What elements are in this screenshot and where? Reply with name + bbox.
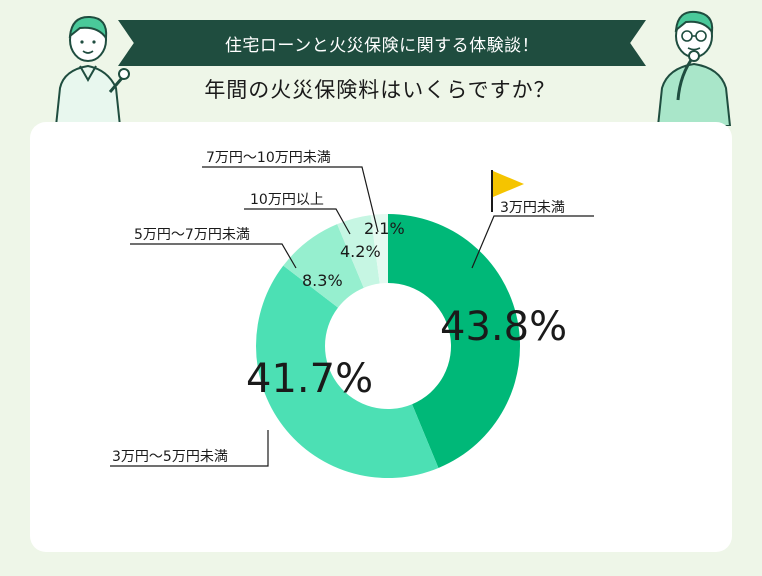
category-label-over-100k: 10万円以上 (250, 192, 324, 208)
pct-label-over-100k: 4.2% (340, 242, 381, 261)
slice-30k-50k (255, 265, 439, 479)
pct-label-70k-100k: 2.1% (364, 219, 405, 238)
slice-50k-70k (283, 224, 364, 308)
man-thinking-illustration (656, 10, 732, 126)
flag-icon (491, 170, 524, 212)
header-banner: 住宅ローンと火災保険に関する体験談！ (118, 20, 646, 66)
woman-pointing-illustration (54, 15, 130, 126)
question-title: 年間の火災保険料はいくらですか？ (204, 78, 556, 102)
pct-label-50k-70k: 8.3% (302, 271, 343, 290)
category-label-30k-50k: 3万円〜5万円未満 (112, 449, 228, 465)
slice-over-100k (337, 215, 380, 288)
slice-70k-100k (370, 214, 388, 284)
slice-under-30k (388, 214, 521, 468)
category-label-50k-70k: 5万円〜7万円未満 (134, 227, 250, 243)
banner-text: 住宅ローンと火災保険に関する体験談！ (224, 35, 540, 56)
category-label-70k-100k: 7万円〜10万円未満 (206, 150, 331, 166)
pct-label-30k-50k: 41.7% (246, 356, 373, 402)
pct-label-under-30k: 43.8% (440, 304, 567, 350)
chart-card (30, 122, 732, 552)
category-label-under-30k: 3万円未満 (500, 200, 565, 216)
